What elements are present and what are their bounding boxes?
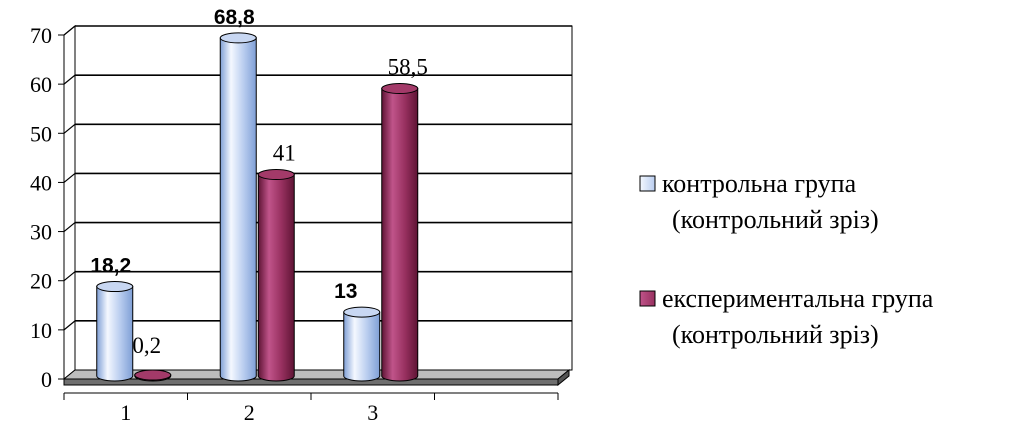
bar: [134, 369, 172, 382]
gridline-depth: [63, 271, 76, 282]
data-label: 18,2: [90, 255, 131, 278]
x-tick-label: 2: [244, 400, 255, 425]
legend-item: контрольна група (контрольний зріз): [639, 169, 879, 234]
bar-body: [96, 286, 134, 382]
bar: [343, 306, 381, 382]
gridline-depth: [63, 74, 76, 85]
axes: 0 10 20 30 40 50 60 70 1 2 3: [30, 23, 559, 425]
bar: [381, 83, 419, 382]
y-tick-label: 40: [30, 170, 52, 195]
y-tick-label: 10: [30, 318, 52, 343]
gridline-depth: [63, 320, 76, 331]
legend-label: експериментальна група: [662, 284, 934, 313]
bar: [96, 281, 134, 382]
plot-floor: [62, 368, 572, 387]
floor-side: [557, 368, 570, 387]
x-tick-label: 1: [120, 400, 131, 425]
floor-front: [63, 378, 559, 386]
bar-top: [96, 281, 134, 293]
legend-label: контрольна група: [662, 169, 857, 198]
y-tick-label: 60: [30, 72, 52, 97]
bar-top: [257, 169, 295, 181]
y-tick-label: 70: [30, 23, 52, 48]
data-label: 58,5: [388, 55, 428, 80]
y-tick-label: 0: [41, 367, 52, 392]
gridline-depth: [63, 222, 76, 233]
bar: [257, 169, 295, 382]
bar-top: [134, 369, 172, 381]
bar-body: [219, 37, 257, 382]
data-labels: 18,2 0,2 68,8 41 13 58,5: [90, 6, 428, 358]
x-tick-label: 3: [367, 400, 378, 425]
bar: [219, 32, 257, 382]
bar-top: [343, 306, 381, 318]
bar-body: [343, 311, 381, 382]
y-tick-label: 30: [30, 220, 52, 245]
gridline-depth: [63, 25, 76, 36]
bar-body: [257, 174, 295, 382]
y-tick-label: 50: [30, 121, 52, 146]
data-label: 68,8: [214, 6, 255, 29]
legend-label: (контрольний зріз): [672, 205, 879, 234]
plot-back-wall-rect: [74, 25, 573, 371]
gridlines: [63, 25, 572, 331]
legend: контрольна група(контрольний зріз)експер…: [639, 169, 934, 349]
data-label: 41: [273, 141, 296, 166]
plot-back-wall: [63, 24, 573, 381]
data-label: 0,2: [132, 333, 161, 358]
data-label: 13: [334, 280, 357, 303]
y-tick-label: 20: [30, 269, 52, 294]
bar-top: [381, 83, 419, 95]
legend-label: (контрольний зріз): [672, 320, 879, 349]
legend-swatch: [639, 175, 656, 192]
legend-swatch: [639, 290, 656, 307]
bar-body: [381, 88, 419, 382]
gridline-depth: [63, 123, 76, 134]
bar-top: [219, 32, 257, 44]
gridline-depth: [63, 172, 76, 183]
bars: [96, 32, 419, 382]
legend-item: експериментальна група (контрольний зріз): [639, 284, 934, 349]
